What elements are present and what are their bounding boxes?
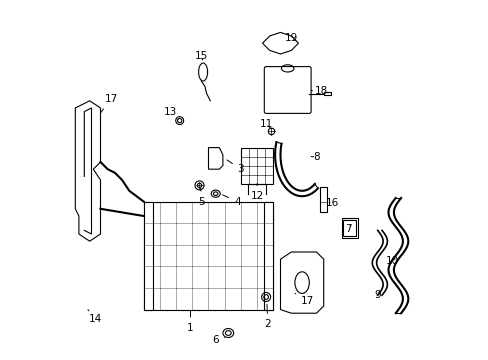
Text: 17: 17 (294, 293, 313, 306)
Bar (264, 202, 273, 310)
Text: 11: 11 (259, 119, 272, 129)
Bar (143, 202, 152, 310)
Text: 17: 17 (100, 94, 118, 113)
Text: 7: 7 (345, 224, 351, 234)
Text: 6: 6 (212, 335, 224, 345)
Bar (241, 148, 273, 184)
Bar (343, 220, 355, 236)
Text: 10: 10 (385, 256, 398, 266)
Text: 4: 4 (222, 195, 240, 207)
Text: 16: 16 (325, 198, 339, 208)
Text: 13: 13 (164, 107, 178, 120)
Text: 3: 3 (226, 160, 244, 174)
Text: 1: 1 (187, 311, 193, 333)
Text: 12: 12 (250, 184, 263, 201)
Bar (341, 218, 357, 238)
Bar (320, 187, 326, 212)
Text: 14: 14 (88, 310, 102, 324)
Text: 9: 9 (374, 290, 380, 300)
Text: 18: 18 (310, 86, 328, 96)
Text: 19: 19 (284, 33, 297, 43)
Bar (143, 202, 273, 310)
Text: 2: 2 (264, 305, 271, 329)
Bar (323, 92, 330, 95)
Text: 5: 5 (198, 188, 204, 207)
Text: 15: 15 (194, 51, 207, 61)
Text: 8: 8 (310, 152, 319, 162)
